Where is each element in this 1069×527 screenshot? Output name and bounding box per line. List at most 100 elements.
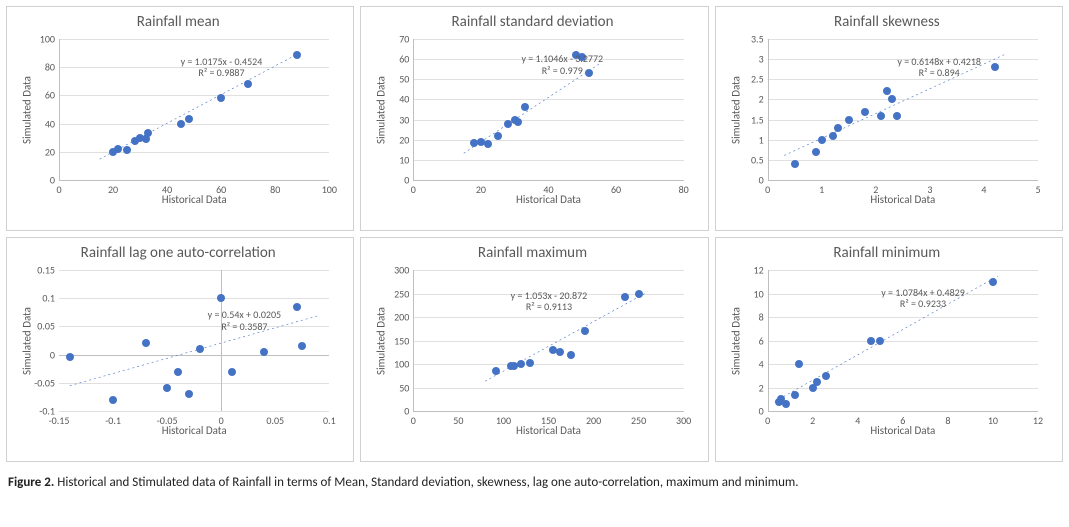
chart-max: Rainfall maximum 050100150200250300050100… xyxy=(360,237,708,462)
data-point xyxy=(185,390,193,398)
data-point xyxy=(484,140,492,148)
plot-area: 050100150200250300050100150200250300y = … xyxy=(413,270,683,411)
chart-title: Rainfall standard deviation xyxy=(367,13,697,31)
y-axis-label: Simulated Data xyxy=(21,307,34,375)
x-axis-label: Historical Data xyxy=(870,424,935,437)
tick-y: 1.5 xyxy=(751,113,764,126)
tick-y: 200 xyxy=(394,311,409,324)
data-point xyxy=(517,360,525,368)
chart-min: Rainfall minimum024681012024681012y = 1.… xyxy=(715,237,1063,462)
tick-y: 10 xyxy=(754,287,764,300)
gridline xyxy=(413,364,683,365)
data-point xyxy=(883,87,891,95)
data-point xyxy=(795,360,803,368)
x-axis-label: Historical Data xyxy=(516,193,581,206)
y-axis xyxy=(59,39,60,180)
gridline xyxy=(59,270,329,271)
tick-x: 0.1 xyxy=(323,414,336,427)
chart-lag1: Rainfall lag one auto-correlation-0.1-0.… xyxy=(6,237,354,462)
tick-y: 20 xyxy=(45,145,55,158)
data-point xyxy=(123,146,131,154)
trendline xyxy=(59,270,329,411)
x-axis xyxy=(768,411,1038,412)
data-point xyxy=(791,160,799,168)
tick-x: 12 xyxy=(1033,414,1043,427)
tick-y: 0.15 xyxy=(37,264,55,277)
tick-y: 4 xyxy=(759,358,764,371)
y-axis xyxy=(413,39,414,180)
y-axis-label: Simulated Data xyxy=(729,76,742,144)
gridline xyxy=(59,124,329,125)
tick-y: 50 xyxy=(399,381,409,394)
data-point xyxy=(861,108,869,116)
tick-x: 300 xyxy=(676,414,691,427)
tick-y: 60 xyxy=(399,53,409,66)
x-axis-label: Historical Data xyxy=(870,193,935,206)
tick-y: 60 xyxy=(45,89,55,102)
chart-title: Rainfall maximum xyxy=(367,244,697,262)
tick-x: 250 xyxy=(631,414,646,427)
tick-y: 0 xyxy=(759,174,764,187)
tick-y: 150 xyxy=(394,334,409,347)
tick-y: -0.05 xyxy=(34,376,55,389)
y-axis xyxy=(221,270,222,411)
gridline xyxy=(768,270,1038,271)
tick-y: 250 xyxy=(394,287,409,300)
tick-x: 0 xyxy=(56,183,61,196)
equation-line: R² = 0.894 xyxy=(897,67,981,79)
gridline xyxy=(768,317,1038,318)
y-axis xyxy=(768,39,769,180)
data-point xyxy=(177,120,185,128)
plot-area: 020406080100020406080100y = 1.0175x - 0.… xyxy=(59,39,329,180)
tick-y: 0 xyxy=(404,174,409,187)
chart-mean: Rainfall mean020406080100020406080100y =… xyxy=(6,6,354,231)
caption-text: Historical and Stimulated data of Rainfa… xyxy=(57,475,798,490)
gridline xyxy=(768,39,1038,40)
chart-grid: Rainfall mean020406080100020406080100y =… xyxy=(6,6,1063,462)
tick-x: -0.15 xyxy=(49,414,70,427)
chart-body: 020406080100020406080100y = 1.0175x - 0.… xyxy=(49,33,337,208)
gridline xyxy=(59,298,329,299)
tick-y: 10 xyxy=(399,153,409,166)
gridline xyxy=(768,99,1038,100)
data-point xyxy=(812,148,820,156)
x-axis xyxy=(768,180,1038,181)
equation-label: y = 0.6148x + 0.4218R² = 0.894 xyxy=(897,56,981,79)
tick-y: 8 xyxy=(759,311,764,324)
chart-std: Rainfall standard deviation0102030405060… xyxy=(360,6,708,231)
tick-y: 3 xyxy=(759,53,764,66)
tick-x: -0.1 xyxy=(105,414,121,427)
tick-y: 0 xyxy=(50,348,55,361)
gridline xyxy=(59,326,329,327)
chart-title: Rainfall skewness xyxy=(722,13,1052,31)
data-point xyxy=(888,95,896,103)
tick-x: 80 xyxy=(679,183,689,196)
tick-y: 40 xyxy=(45,117,55,130)
data-point xyxy=(621,293,629,301)
tick-y: 0.05 xyxy=(37,320,55,333)
gridline xyxy=(59,39,329,40)
gridline xyxy=(413,270,683,271)
tick-y: 2.5 xyxy=(751,73,764,86)
plot-area: -0.1-0.0500.050.10.15-0.15-0.1-0.0500.05… xyxy=(59,270,329,411)
tick-y: 12 xyxy=(754,264,764,277)
gridline xyxy=(413,39,683,40)
data-point xyxy=(66,353,74,361)
gridline xyxy=(768,140,1038,141)
tick-x: 1 xyxy=(819,183,824,196)
equation-label: y = 1.0784x + 0.4829R² = 0.9233 xyxy=(881,287,965,310)
data-point xyxy=(174,368,182,376)
tick-x: 0 xyxy=(765,414,770,427)
tick-x: 200 xyxy=(586,414,601,427)
gridline xyxy=(413,120,683,121)
equation-label: y = 1.0175x - 0.4524R² = 0.9887 xyxy=(181,56,263,79)
y-axis-label: Simulated Data xyxy=(375,307,388,375)
tick-x: 60 xyxy=(611,183,621,196)
data-point xyxy=(228,368,236,376)
tick-y: 80 xyxy=(45,61,55,74)
chart-title: Rainfall lag one auto-correlation xyxy=(13,244,343,262)
x-axis xyxy=(413,411,683,412)
data-point xyxy=(244,80,252,88)
x-axis-label: Historical Data xyxy=(516,424,581,437)
tick-y: 1 xyxy=(759,133,764,146)
